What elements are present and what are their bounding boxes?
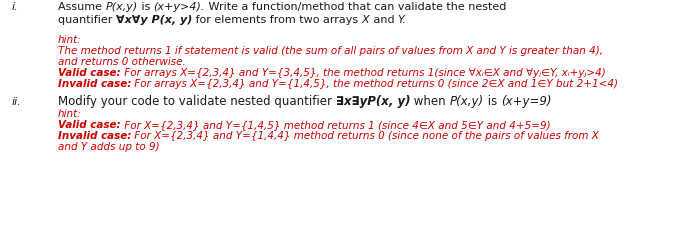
Text: and: and [370,15,398,25]
Text: For arrays X={2,3,4} and Y={3,4,5}, the method returns 1(since ∀xᵢ∈X and ∀yⱼ∈Y, : For arrays X={2,3,4} and Y={3,4,5}, the … [121,68,605,78]
Text: hint:: hint: [58,35,82,45]
Text: quantifier: quantifier [58,15,116,25]
Text: For X={2,3,4} and Y={1,4,5} method returns 1 (since 4∈X and 5∈Y and 4+5=9): For X={2,3,4} and Y={1,4,5} method retur… [121,120,550,130]
Text: Modify your code to validate nested quantifier: Modify your code to validate nested quan… [58,95,335,108]
Text: Valid case:: Valid case: [58,68,121,78]
Text: (x+y>4).: (x+y>4). [154,2,205,12]
Text: for elements from two arrays: for elements from two arrays [192,15,362,25]
Text: Assume: Assume [58,2,106,12]
Text: Y.: Y. [398,15,407,25]
Text: Invalid case:: Invalid case: [58,79,132,89]
Text: Invalid case:: Invalid case: [58,131,132,141]
Text: X: X [362,15,370,25]
Text: when: when [410,95,449,108]
Text: is: is [484,95,501,108]
Text: and Y adds up to 9): and Y adds up to 9) [58,142,160,152]
Text: ∃x∃yP(x, y): ∃x∃yP(x, y) [335,95,410,108]
Text: is: is [138,2,154,12]
Text: Valid case:: Valid case: [58,120,121,130]
Text: (x+y=9): (x+y=9) [501,95,552,108]
Text: ∀x∀y P(x, y): ∀x∀y P(x, y) [116,15,192,25]
Text: Write a function/method that can validate the nested: Write a function/method that can validat… [205,2,506,12]
Text: P(x,y): P(x,y) [106,2,138,12]
Text: i.: i. [12,2,19,12]
Text: For X={2,3,4} and Y={1,4,4} method returns 0 (since none of the pairs of values : For X={2,3,4} and Y={1,4,4} method retur… [132,131,600,141]
Text: The method returns 1 if statement is valid (the sum of all pairs of values from : The method returns 1 if statement is val… [58,46,603,56]
Text: P(x,y): P(x,y) [449,95,484,108]
Text: For arrays X={2,3,4} and Y={1,4,5}, the method returns 0 (since 2∈X and 1∈Y but : For arrays X={2,3,4} and Y={1,4,5}, the … [132,79,618,89]
Text: and returns 0 otherwise.: and returns 0 otherwise. [58,57,186,67]
Text: hint:: hint: [58,109,82,119]
Text: ii.: ii. [12,97,22,107]
